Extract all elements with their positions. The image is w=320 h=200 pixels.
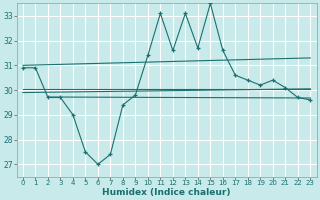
X-axis label: Humidex (Indice chaleur): Humidex (Indice chaleur) — [102, 188, 231, 197]
